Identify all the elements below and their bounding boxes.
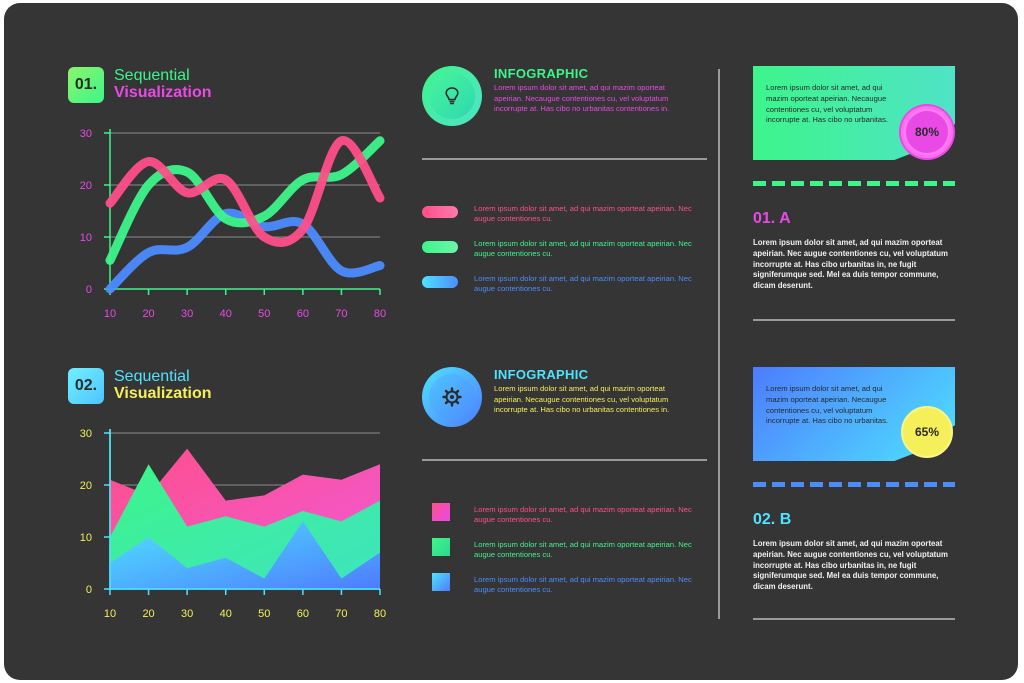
point-b-heading: 02. B [753, 511, 792, 528]
stat-card-1-dashes [753, 181, 955, 186]
legend2-text-green: Lorem ipsum dolor sit amet, ad qui mazim… [474, 540, 692, 559]
info1-divider [422, 158, 707, 160]
area-chart-x-tick-label: 20 [142, 608, 154, 620]
line-chart-x-tick-label: 70 [335, 308, 347, 320]
legend1-text-blue: Lorem ipsum dolor sit amet, ad qui mazim… [474, 274, 692, 293]
section2-title-line2: Visualization [114, 385, 212, 402]
line-chart: 0 10 20 30 10 20 30 40 50 60 70 80 [80, 128, 386, 320]
stat-card-2-text: Lorem ipsum dolor sit amet, ad qui mazim… [766, 384, 888, 426]
area-chart-y-tick-label: 20 [80, 480, 92, 492]
column-divider [718, 69, 720, 619]
point-b-divider [753, 618, 955, 620]
section1-number-badge: 01. [68, 67, 104, 103]
line-chart-x-tick-label: 30 [181, 308, 193, 320]
line-chart-x-tick-label: 60 [297, 308, 309, 320]
area-chart-x-tick-label: 60 [297, 608, 309, 620]
info2-text: Lorem ipsum dolor sit amet, ad qui mazim… [494, 384, 670, 415]
section2-title: Sequential Visualization [114, 368, 212, 402]
line-chart-x-tick-label: 40 [220, 308, 232, 320]
area-chart-y-tick-label: 0 [86, 584, 92, 596]
legend2-text-blue: Lorem ipsum dolor sit amet, ad qui mazim… [474, 575, 692, 594]
point-a-divider [753, 319, 955, 321]
area-chart-x-tick-label: 30 [181, 608, 193, 620]
section1-title-line2: Visualization [114, 84, 212, 101]
line-chart-y-tick-label: 20 [80, 180, 92, 192]
info1-title: INFOGRAPHIC [494, 66, 589, 81]
line-chart-x-tick-label: 80 [374, 308, 386, 320]
section1-title: Sequential Visualization [114, 67, 212, 101]
area-chart-x-tick-label: 80 [374, 608, 386, 620]
stat-card-1-percent: 80% [901, 106, 953, 158]
info1-icon-inner [429, 73, 475, 119]
legend1-swatch-pink [422, 206, 458, 218]
legend1-swatch-green [422, 241, 458, 253]
point-a-heading: 01. A [753, 210, 791, 227]
area-chart-x-tick-label: 70 [335, 608, 347, 620]
info2-title: INFOGRAPHIC [494, 367, 589, 382]
series-line-1 [105, 136, 385, 265]
stat-card-2-dashes [753, 482, 955, 487]
area-chart-x-tick-label: 10 [104, 608, 116, 620]
area-chart-y-tick-label: 10 [80, 532, 92, 544]
line-chart-y-tick-label: 30 [80, 128, 92, 140]
area-chart: 0 10 20 30 10 20 30 40 50 60 70 80 [80, 428, 386, 620]
info1-text: Lorem ipsum dolor sit amet, ad qui mazim… [494, 83, 670, 114]
legend2-swatch-pink [432, 503, 450, 521]
line-chart-x-tick-label: 50 [258, 308, 270, 320]
info2-divider [422, 459, 707, 461]
infographic-canvas: 01. Sequential Visualization 0 10 20 30 10 20… [4, 3, 1018, 680]
point-b-text: Lorem ipsum dolor sit amet, ad qui mazim… [753, 539, 948, 592]
area-chart-x-tick-label: 40 [220, 608, 232, 620]
gear-icon [442, 387, 462, 407]
legend1-text-pink: Lorem ipsum dolor sit amet, ad qui mazim… [474, 204, 692, 223]
info2-icon-inner [429, 374, 475, 420]
stat-card-1-text: Lorem ipsum dolor sit amet, ad qui mazim… [766, 83, 888, 125]
section2-title-line1: Sequential [114, 368, 190, 385]
line-chart-x-tick-label: 20 [142, 308, 154, 320]
section2-number-badge: 02. [68, 368, 104, 404]
line-chart-y-tick-label: 10 [80, 232, 92, 244]
info1-icon-ring [422, 66, 482, 126]
line-chart-y-tick-label: 0 [86, 284, 92, 296]
area-chart-y-tick-label: 30 [80, 428, 92, 440]
lightbulb-icon [445, 87, 459, 105]
series-area-2 [110, 521, 380, 589]
info2-icon-ring [422, 367, 482, 427]
point-a-text: Lorem ipsum dolor sit amet, ad qui mazim… [753, 238, 948, 291]
stat-card-2-percent: 65% [901, 406, 953, 458]
legend1-swatch-blue [422, 276, 458, 288]
section1-title-line1: Sequential [114, 67, 190, 84]
legend2-swatch-green [432, 538, 450, 556]
line-chart-x-tick-label: 10 [104, 308, 116, 320]
area-chart-x-tick-label: 50 [258, 608, 270, 620]
series-line-0 [105, 136, 385, 247]
legend2-text-pink: Lorem ipsum dolor sit amet, ad qui mazim… [474, 505, 692, 524]
legend1-text-green: Lorem ipsum dolor sit amet, ad qui mazim… [474, 239, 692, 258]
legend2-swatch-blue [432, 573, 450, 591]
